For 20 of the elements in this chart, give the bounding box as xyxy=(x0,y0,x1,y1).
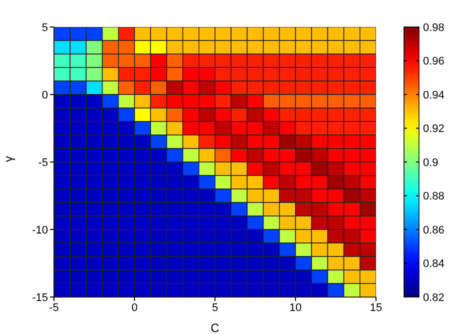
y-tick-label: -10 xyxy=(32,224,48,236)
x-axis-title: C xyxy=(210,321,220,334)
x-tick-label: 10 xyxy=(289,302,302,314)
color-bar-label: 0.92 xyxy=(423,123,444,136)
color-bar-label: 0.98 xyxy=(423,22,444,34)
color-bar-label: 0.94 xyxy=(423,89,444,102)
color-bar-label: 0.88 xyxy=(423,190,444,203)
x-tick-label: 5 xyxy=(212,302,218,314)
x-tick-label: 15 xyxy=(370,302,382,314)
color-bar-label: 0.9 xyxy=(423,156,438,169)
color-bar-label: 0.84 xyxy=(423,258,444,270)
y-tick-label: -5 xyxy=(38,156,48,169)
y-tick-label: 0 xyxy=(42,89,48,102)
y-axis-title: γ xyxy=(1,156,16,162)
color-bar-label: 0.82 xyxy=(423,292,444,304)
color-bar-label: 0.96 xyxy=(423,56,444,68)
color-bar-label: 0.86 xyxy=(423,224,444,236)
y-tick-label: 5 xyxy=(42,22,48,34)
x-tick-label: 0 xyxy=(131,302,138,314)
y-tick-label: -15 xyxy=(32,292,48,304)
